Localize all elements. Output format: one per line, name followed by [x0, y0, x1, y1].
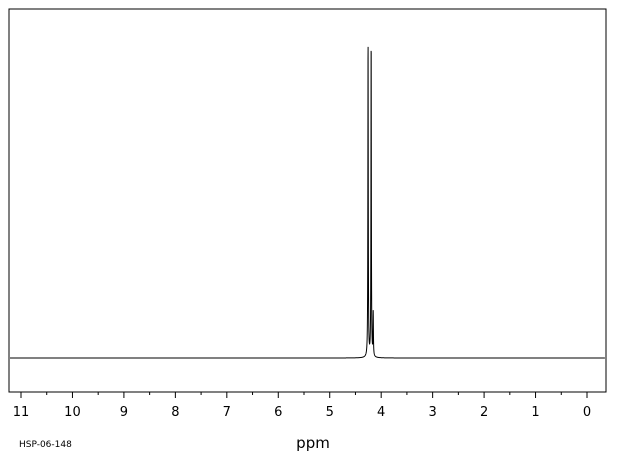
spectrum-series-line: [10, 46, 605, 359]
x-tick-label: 5: [326, 405, 334, 420]
x-tick-label: 6: [274, 405, 282, 420]
x-tick-label: 1: [531, 405, 539, 420]
x-tick-label: 9: [120, 405, 128, 420]
x-tick-label: 2: [480, 405, 488, 420]
x-axis-ticks: 11 10 9 8 7 6 5 4 3 2 1 0: [13, 392, 591, 420]
x-tick-label: 0: [583, 405, 591, 420]
x-tick-label: 7: [223, 405, 231, 420]
x-tick-label: 4: [377, 405, 385, 420]
sample-code-label: HSP-06-148: [19, 440, 72, 450]
x-axis-title: ppm: [296, 434, 330, 452]
x-tick-label: 10: [64, 405, 81, 420]
plot-frame: [8, 8, 607, 393]
x-tick-label: 8: [171, 405, 179, 420]
x-tick-label: 3: [428, 405, 436, 420]
x-tick-label: 11: [13, 405, 30, 420]
